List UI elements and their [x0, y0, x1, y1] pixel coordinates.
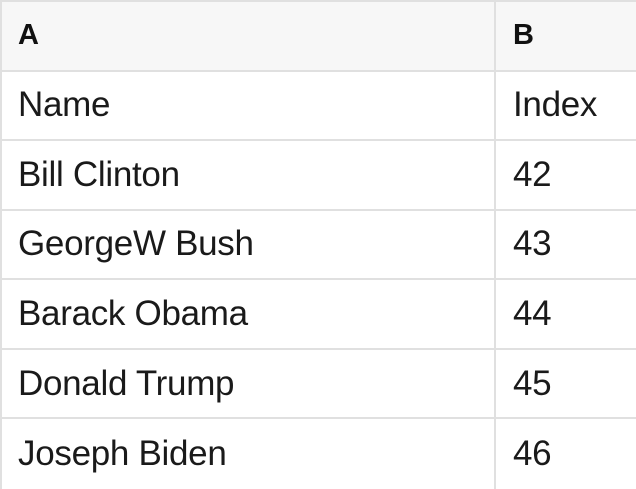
table-row: Name Index: [2, 71, 636, 142]
table-row: Donald Trump 45: [2, 349, 636, 420]
cell-col-a[interactable]: GeorgeW Bush: [2, 210, 496, 279]
table-row: Bill Clinton 42: [2, 141, 636, 211]
column-header-row: A B: [2, 2, 636, 72]
cell-col-b[interactable]: 44: [496, 280, 636, 348]
cell-col-a[interactable]: Barack Obama: [2, 280, 496, 348]
table-row: Joseph Biden 46: [2, 419, 636, 489]
cell-col-b[interactable]: Index: [496, 71, 636, 140]
table-row: Barack Obama 44: [2, 280, 636, 350]
cell-col-b[interactable]: 43: [496, 210, 636, 279]
cell-col-a[interactable]: Joseph Biden: [2, 419, 496, 489]
cell-col-a[interactable]: Name: [2, 71, 496, 140]
cell-col-b[interactable]: 46: [496, 419, 636, 489]
table-row: GeorgeW Bush 43: [2, 210, 636, 281]
cell-col-b[interactable]: 45: [496, 349, 636, 418]
cell-col-a[interactable]: Donald Trump: [2, 349, 496, 418]
cell-col-b[interactable]: 42: [496, 141, 636, 209]
cell-col-a[interactable]: Bill Clinton: [2, 141, 496, 209]
column-header-b[interactable]: B: [496, 2, 636, 70]
column-header-a[interactable]: A: [2, 2, 496, 70]
